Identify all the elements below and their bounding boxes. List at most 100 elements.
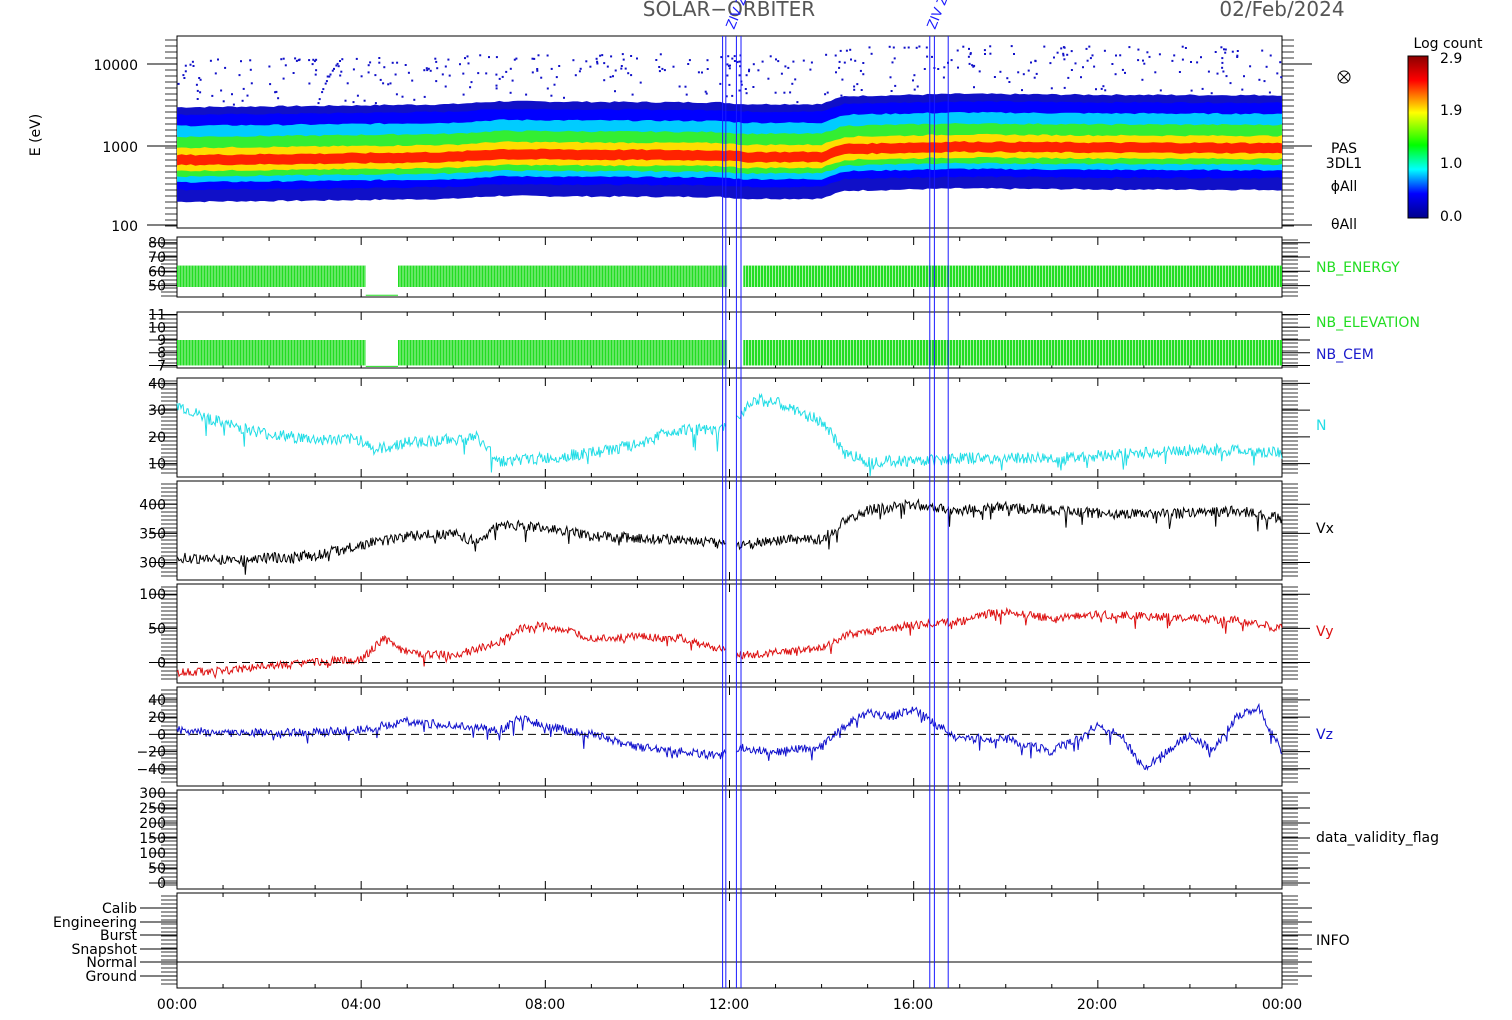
spectrogram-speck [767,77,770,80]
colorbar-tick: 0.0 [1440,209,1462,225]
spectrogram-speck [726,74,729,77]
spectrogram-speck [1265,65,1268,68]
spectrogram-speck [918,45,921,48]
y-tick-label: 40 [148,693,166,709]
spectrogram-speck [326,75,329,78]
spectrogram-speck [275,90,278,93]
spectrogram-speck [870,52,873,55]
spectrogram-speck [614,90,616,93]
label-nb-energy: NB_ENERGY [1316,260,1400,276]
spectrogram-speck [809,68,812,71]
spectrogram-speck [192,65,195,67]
mission-title: SOLAR−ORBITER [643,0,815,21]
panel-frame [176,480,1283,581]
spectrogram-speck [1141,78,1144,81]
spectrogram-speck [379,78,382,81]
spectrogram-speck [295,59,298,62]
spectrogram-speck [624,67,627,70]
spectrogram-speck [891,61,894,64]
spectrogram-speck [739,54,742,57]
spectrogram-speck [890,90,893,92]
spectrogram-speck [840,94,843,97]
spectrogram-speck [315,58,318,61]
spectrogram-speck [1214,51,1217,53]
spectrogram-speck [333,67,335,70]
spectrogram-speck [340,70,343,73]
nb-energy-block [177,265,366,287]
spectrogram-speck [630,55,633,57]
spectrogram-speck [748,68,751,71]
spectrogram-speck [729,64,731,67]
spectrogram-speck [752,63,755,66]
spectrogram-speck [436,67,439,70]
spectrogram-speck [620,65,623,67]
y-tick-label: −20 [136,745,166,761]
spectrogram-speck [731,57,734,60]
nb-elevation-block [177,340,366,366]
spectrogram-speck [1111,63,1114,65]
spectrogram-speck [1049,62,1052,65]
spectrogram-speck [738,89,741,92]
spectrogram-speck [240,60,242,63]
spectrogram-speck [912,79,914,82]
spectrogram-speck [1258,78,1261,81]
x-tick-label: 08:00 [525,997,565,1013]
spectrogram-speck [407,71,410,74]
y-tick-label: 200 [139,816,166,832]
spectrogram-speck [728,67,731,70]
spectrogram-speck [423,95,426,98]
spectrogram-speck [184,64,187,67]
spectrogram-speck [658,66,661,68]
spectrogram-speck [318,98,321,101]
spectrogram-speck [536,68,539,70]
x-tick-label: 12:00 [709,997,749,1013]
spectrogram-speck [389,82,392,85]
spectrogram-speck [540,76,543,79]
colorbar-gradient [1407,55,1429,219]
spectrogram-speck [907,46,910,49]
spectrogram-speck [315,69,318,72]
spectrogram-speck [196,89,199,92]
spectrogram-speck [1200,56,1202,59]
spectrogram-speck [937,68,940,70]
spectrogram-speck [744,88,747,90]
nb-energy-block [398,265,728,287]
spectrogram-speck [224,66,227,69]
x-tick-label: 00:00 [1262,997,1302,1013]
spectrogram-speck [505,70,508,73]
spectrogram-speck [663,69,666,72]
spectrogram-speck [1053,56,1055,59]
spectrogram-speck [284,64,287,67]
spectrogram-speck [367,71,370,74]
spectrogram-speck [728,83,731,86]
spectrogram-speck [612,75,614,78]
spectrogram-speck [1221,57,1224,60]
spectrogram-speck [1050,87,1053,90]
spectrogram-speck [1263,80,1266,83]
spectrogram-speck [989,52,992,55]
spectrogram-speck [495,87,498,90]
x-tick-label: 20:00 [1077,997,1117,1013]
spectrogram-speck [470,81,473,84]
spectrogram-speck [968,62,971,65]
spectrogram-speck [862,73,865,76]
spectrogram-speck [595,57,598,60]
spectrogram-speck [1280,76,1283,79]
spectrogram-speck [850,58,852,61]
spectrogram-speck [1082,66,1084,69]
spectrogram-speck [501,75,504,78]
spectrogram-speck [639,81,642,84]
spectrogram-speck [1066,53,1069,56]
spectrogram-speck [249,68,252,71]
spectrogram-speck [352,68,355,71]
spectrogram-speck [791,82,794,85]
spectrogram-speck [810,61,813,64]
y-tick-label: 8 [157,346,166,362]
spectrogram-speck [553,83,556,86]
spectrogram-speck [1207,70,1210,73]
y-tick-label: 300 [139,786,166,802]
spectrogram-speck [968,47,970,50]
spectrogram-speck [1220,46,1223,49]
spectrogram-speck [563,96,565,99]
